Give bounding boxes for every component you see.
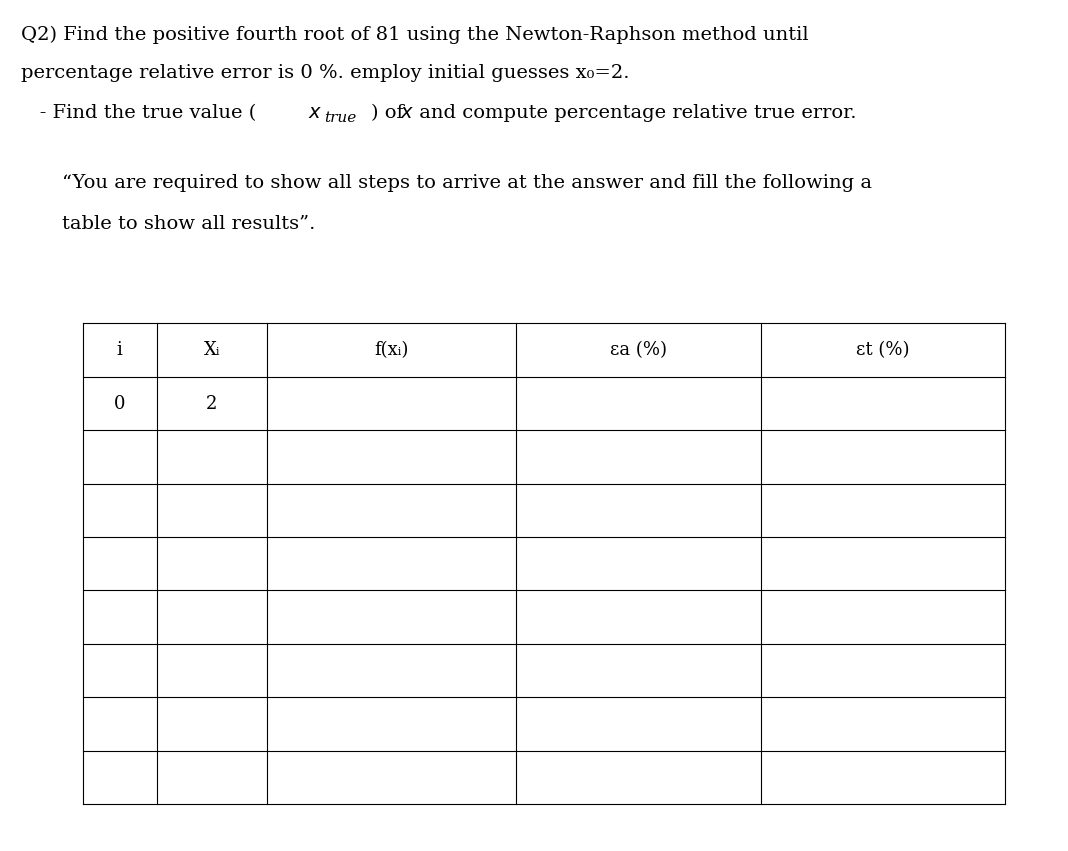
Text: $x$: $x$ [309,104,323,122]
Text: 2: 2 [206,395,218,413]
Text: table to show all results”.: table to show all results”. [62,215,315,233]
Text: i: i [116,341,123,359]
Text: true: true [325,111,357,124]
Text: εt (%): εt (%) [857,341,910,359]
Text: f(xᵢ): f(xᵢ) [375,341,409,359]
Text: 0: 0 [114,395,126,413]
Text: εa (%): εa (%) [610,341,666,359]
Text: $\mathbf{\mathit{x}}$: $\mathbf{\mathit{x}}$ [399,104,414,122]
Text: ) of: ) of [371,104,410,122]
Text: and compute percentage relative true error.: and compute percentage relative true err… [413,104,857,122]
Text: Q2) Find the positive fourth root of 81 using the Newton-Raphson method until: Q2) Find the positive fourth root of 81 … [20,26,808,43]
Text: Xᵢ: Xᵢ [204,341,220,359]
Text: - Find the true value (: - Find the true value ( [20,104,256,122]
Text: percentage relative error is 0 %. employ initial guesses x₀=2.: percentage relative error is 0 %. employ… [20,64,629,82]
Text: “You are required to show all steps to arrive at the answer and fill the followi: “You are required to show all steps to a… [62,174,873,192]
